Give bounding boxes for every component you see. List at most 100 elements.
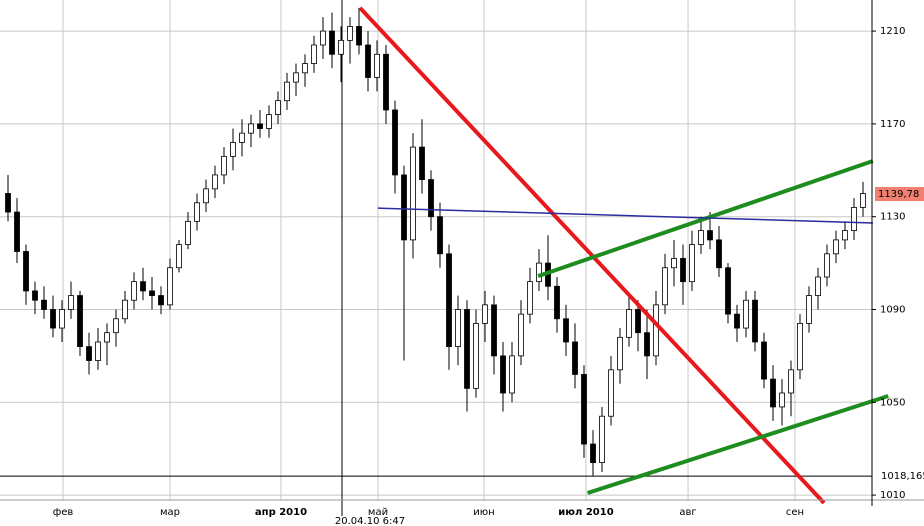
candle-body	[662, 267, 668, 306]
y-tick-label: 1090	[880, 304, 905, 315]
candle-body	[770, 378, 776, 408]
candle-body	[158, 295, 164, 306]
candle-body	[338, 39, 344, 55]
candle-body	[374, 53, 380, 78]
candle-body	[563, 318, 569, 343]
candle-body	[302, 63, 308, 74]
y-tick-label: 1130	[880, 212, 905, 223]
candle-body	[653, 304, 659, 357]
candle-body	[833, 239, 839, 255]
candle-body	[41, 299, 47, 310]
candle-body	[743, 299, 749, 329]
candle-body	[734, 313, 740, 329]
candle-body	[230, 142, 236, 157]
trend-line	[586, 394, 889, 495]
candle-body	[608, 369, 614, 417]
candle-body	[716, 239, 722, 269]
level-label: 1018,165	[881, 471, 924, 482]
candle-body	[689, 244, 695, 283]
candle-body	[149, 290, 155, 296]
candle-body	[644, 332, 650, 357]
candle-body	[356, 26, 362, 46]
x-tick-label: июл 2010	[558, 507, 613, 518]
candle-body	[14, 211, 20, 252]
candle-body	[671, 258, 677, 269]
candle-body	[788, 369, 794, 394]
candle-body	[311, 44, 317, 64]
candle-body	[473, 323, 479, 389]
candle-body	[617, 336, 623, 371]
candle-body	[365, 44, 371, 78]
candle-body	[626, 309, 632, 338]
candle-body	[437, 216, 443, 255]
candle-body	[221, 155, 227, 176]
candle-body	[860, 193, 866, 208]
candle-body	[257, 123, 263, 129]
y-tick-label: 1210	[880, 26, 905, 37]
candle-body	[113, 318, 119, 334]
crosshair-label: 20.04.10 6:47	[335, 516, 405, 526]
candle-body	[122, 299, 128, 320]
candle-body	[509, 355, 515, 394]
candle-body	[824, 253, 830, 278]
plot	[5, 6, 889, 505]
price-marker	[875, 187, 924, 202]
candle-body	[329, 30, 335, 55]
candle-body	[347, 26, 353, 41]
candle-body	[752, 299, 758, 343]
candle-body	[293, 72, 299, 83]
candle-body	[77, 295, 83, 348]
x-tick-label: июн	[473, 507, 494, 518]
candle-body	[536, 262, 542, 283]
trend-line	[358, 6, 826, 505]
candle-body	[239, 132, 245, 143]
y-tick-label: 1170	[880, 119, 905, 130]
candle-body	[554, 285, 560, 320]
candle-body	[518, 313, 524, 357]
candle-body	[266, 114, 272, 129]
candle-body	[401, 174, 407, 241]
candle-body	[464, 309, 470, 389]
candle-body	[320, 30, 326, 46]
candle-body	[104, 332, 110, 343]
grid	[0, 0, 872, 516]
candle-body	[725, 267, 731, 315]
candle-body	[761, 341, 767, 380]
candle-body	[23, 251, 29, 292]
candle-body	[203, 188, 209, 204]
candle-body	[806, 295, 812, 324]
candle-body	[68, 295, 74, 310]
candle-body	[680, 258, 686, 283]
candle-body	[500, 355, 506, 394]
candle-body	[248, 123, 254, 134]
candle-body	[284, 81, 290, 102]
candle-body	[590, 443, 596, 464]
candle-body	[572, 341, 578, 375]
x-tick-label: май	[368, 507, 388, 518]
candle-body	[707, 230, 713, 241]
candle-body	[851, 207, 857, 232]
candle-body	[779, 392, 785, 408]
candle-body	[842, 230, 848, 241]
candle-body	[446, 253, 452, 348]
candle-body	[59, 309, 65, 329]
candle-body	[167, 267, 173, 306]
candle-body	[140, 281, 146, 292]
x-tick-label: авг	[679, 507, 696, 518]
candle-body	[185, 220, 191, 245]
candle-body	[86, 346, 92, 361]
candle-body	[275, 100, 281, 116]
candle-body	[815, 276, 821, 296]
candle-body	[32, 290, 38, 301]
candle-body	[491, 304, 497, 357]
x-tick-label: фев	[53, 507, 74, 518]
candle-body	[428, 179, 434, 218]
candle-body	[455, 309, 461, 348]
trend-line	[377, 207, 873, 224]
candle-body	[392, 109, 398, 176]
x-tick-label: сен	[786, 507, 804, 518]
candle-body	[635, 309, 641, 334]
candle-body	[581, 374, 587, 445]
candle-body	[50, 309, 56, 329]
